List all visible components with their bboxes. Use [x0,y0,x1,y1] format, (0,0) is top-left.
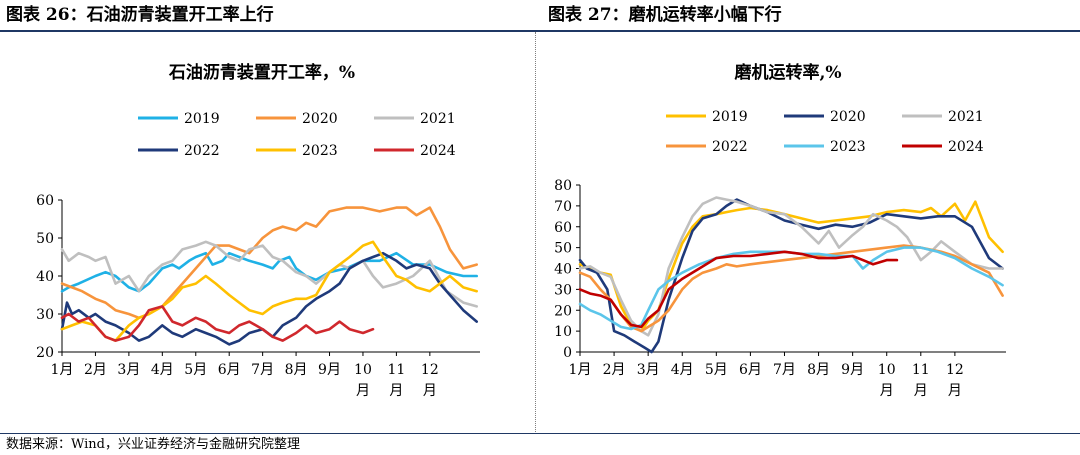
x-tick-label: 12 [421,362,439,378]
y-tick-label: 60 [36,193,54,209]
x-tick-label-unit: 月 [423,383,437,399]
data-source-note: 数据来源：Wind，兴业证券经济与金融研究院整理 [6,437,300,452]
legend-label-2019: 2019 [712,109,748,125]
series-line-2024 [60,305,375,342]
y-tick-label: 60 [554,220,572,236]
mill-utilization-chart: 磨机运转率,% 2019 2020 2021 2022 2023 2024 0 10 20 30 40… [554,62,1006,399]
y-tick-label: 30 [554,282,572,298]
x-tick-label: 11 [387,362,405,378]
y-tick-label: 80 [554,178,572,194]
bitumen-utilization-chart: 石油沥青装置开工率，% 2019 2020 2021 2022 2023 2024 20 30 4… [36,62,480,399]
y-tick-label: 70 [554,199,572,215]
x-tick-label: 11 [912,362,930,378]
series-line-2020 [60,206,479,320]
x-tick-label: 8月 [807,362,830,378]
x-tick-label: 5月 [705,362,728,378]
y-tick-label: 40 [554,262,572,278]
legend-label-2024: 2024 [420,143,456,159]
x-tick-label: 2月 [84,362,107,378]
footer-rule [0,433,1080,434]
x-tick-label: 7月 [251,362,274,378]
legend-label-2020: 2020 [302,111,338,127]
x-tick-label: 1月 [51,362,74,378]
y-tick-label: 40 [36,269,54,285]
x-tick-label: 6月 [218,362,241,378]
series-line-2021 [578,196,1004,337]
x-tick-label: 3月 [637,362,660,378]
legend-label-2023: 2023 [302,143,338,159]
x-tick-label: 4月 [671,362,694,378]
legend-label-2019: 2019 [184,111,220,127]
x-tick-label-unit: 月 [389,383,403,399]
legend-label-2021: 2021 [420,111,456,127]
chart-title: 磨机运转率,% [734,62,841,83]
x-tick-label: 12 [946,362,964,378]
x-tick-label-unit: 月 [880,383,894,399]
y-tick-label: 20 [554,303,572,319]
left-figure-header: 图表 26：石油沥青装置开工率上行 [6,5,274,25]
x-tick-label: 1月 [569,362,592,378]
x-tick-label-unit: 月 [948,383,962,399]
legend-label-2023: 2023 [830,139,866,155]
x-tick-label: 9月 [318,362,341,378]
series-line-2022 [60,251,479,346]
y-tick-label: 10 [554,324,572,340]
x-tick-label: 7月 [773,362,796,378]
series-line-2020 [578,198,1004,354]
y-tick-label: 0 [563,345,572,361]
series-line-2024 [578,250,899,329]
legend-label-2020: 2020 [830,109,866,125]
legend-label-2022: 2022 [712,139,748,155]
x-tick-label-unit: 月 [356,383,370,399]
x-tick-label: 6月 [739,362,762,378]
series-line-2021 [60,240,479,308]
legend-label-2021: 2021 [948,109,984,125]
legend-label-2022: 2022 [184,143,220,159]
panel-separator [535,32,536,432]
x-tick-label-unit: 月 [914,383,928,399]
x-tick-label: 8月 [285,362,308,378]
y-tick-label: 30 [36,307,54,323]
y-tick-label: 50 [554,241,572,257]
x-tick-label: 2月 [603,362,626,378]
series-line-2023 [578,246,1004,331]
x-tick-label: 10 [354,362,372,378]
chart-title: 石油沥青装置开工率，% [168,62,355,83]
x-tick-label: 3月 [117,362,140,378]
x-tick-label: 9月 [841,362,864,378]
legend-label-2024: 2024 [948,139,984,155]
x-tick-label: 10 [878,362,896,378]
x-tick-label: 4月 [151,362,174,378]
right-figure-header: 图表 27：磨机运转率小幅下行 [548,5,782,25]
header-rule [0,30,1080,32]
series-line-2023 [60,240,479,342]
y-tick-label: 20 [36,345,54,361]
x-tick-label: 5月 [184,362,207,378]
series-line-2019 [60,251,479,293]
y-tick-label: 50 [36,231,54,247]
